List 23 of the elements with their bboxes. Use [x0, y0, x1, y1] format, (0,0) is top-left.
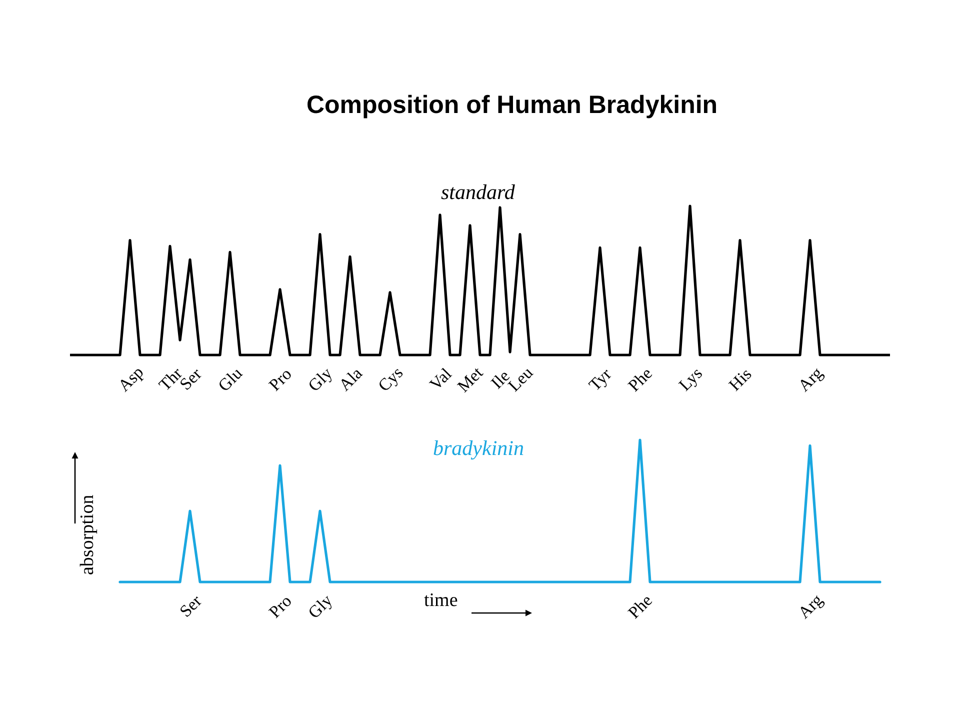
- y-axis-title: absorption: [77, 494, 98, 575]
- x-tick-label: Met: [454, 362, 487, 396]
- x-tick-label: Gly: [304, 590, 336, 622]
- x-tick-label: His: [725, 364, 756, 395]
- x-tick-label: Pro: [265, 364, 296, 395]
- x-tick-label: Gly: [304, 363, 336, 396]
- x-tick-label: Tyr: [585, 364, 616, 395]
- x-tick-label: Ser: [176, 591, 206, 621]
- x-axis-title: time: [424, 590, 458, 611]
- x-tick-label: Lys: [675, 364, 706, 395]
- x-tick-label: Phe: [624, 364, 656, 396]
- x-tick-label: Phe: [624, 590, 656, 622]
- x-tick-label: Asp: [114, 362, 148, 396]
- x-tick-label: Ala: [335, 363, 366, 395]
- x-tick-label: Arg: [794, 590, 827, 622]
- x-tick-label: Cys: [374, 363, 407, 396]
- text: bradykinin: [433, 436, 524, 460]
- x-tick-label: Pro: [265, 591, 296, 622]
- x-tick-label: Glu: [214, 363, 246, 396]
- chart-title: Composition of Human Bradykinin: [306, 90, 718, 119]
- series-label: standard: [441, 180, 516, 204]
- x-tick-label: Arg: [794, 363, 827, 396]
- x-tick-label: Val: [426, 364, 456, 394]
